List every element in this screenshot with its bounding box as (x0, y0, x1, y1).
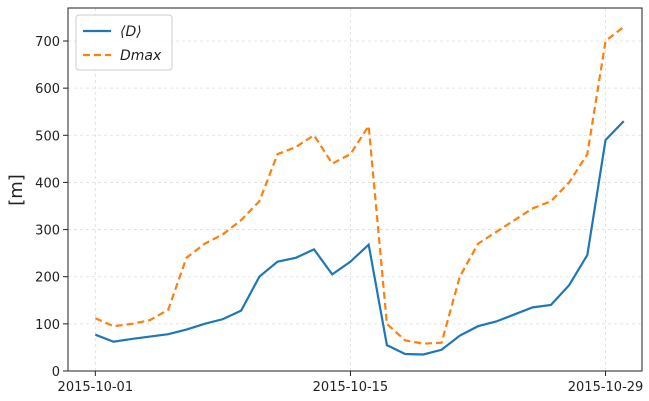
y-tick-label: 500 (35, 129, 60, 144)
x-tick-label: 2015-10-15 (313, 380, 389, 395)
legend-label: ⟨D⟩ (120, 24, 142, 40)
y-tick-label: 0 (52, 365, 60, 380)
x-tick-label: 2015-10-29 (568, 380, 644, 395)
legend-label: Dmax (120, 48, 162, 64)
y-tick-label: 100 (35, 318, 60, 333)
series-line (94, 120, 625, 356)
y-tick-label: 200 (35, 271, 60, 286)
x-tick-label: 2015-10-01 (58, 380, 134, 395)
y-tick-label: 700 (35, 35, 60, 50)
y-tick-label: 400 (35, 176, 60, 191)
legend: ⟨D⟩ Dmax (75, 14, 173, 71)
legend-box (75, 14, 173, 71)
y-tick-label: 300 (35, 224, 60, 239)
plot-frame (67, 7, 643, 372)
series-line (94, 25, 625, 345)
y-tick-label: 600 (35, 82, 60, 97)
y-axis-label: [m] (6, 174, 27, 206)
